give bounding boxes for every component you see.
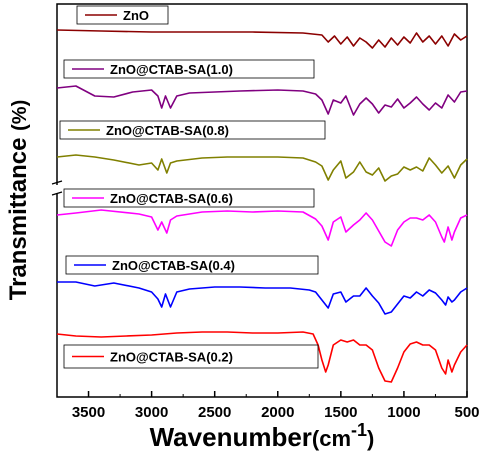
series-0: ZnO — [56, 5, 468, 49]
legend-text: ZnO@CTAB-SA(0.2) — [110, 350, 233, 365]
y-axis-title-unit: (%) — [9, 100, 31, 131]
x-axis-ticks: 3500 3000 2500 2000 1500 1000 500 — [56, 391, 480, 421]
legend-box — [65, 255, 319, 275]
series-5: ZnO@CTAB-SA(0.2) — [56, 331, 468, 383]
x-tick-label: 3500 — [72, 404, 105, 421]
series-legend-label: ZnO@CTAB-SA(0.8) — [59, 120, 326, 140]
series-legend-label: ZnO@CTAB-SA(0.2) — [63, 344, 319, 369]
x-axis-title-main: Wavenumber — [150, 422, 312, 452]
legend-text: ZnO@CTAB-SA(0.4) — [112, 258, 235, 273]
series-legend-label: ZnO@CTAB-SA(0.4) — [65, 255, 319, 275]
x-tick-label: 3000 — [135, 404, 168, 421]
y-axis-title: Transmittance (%) — [5, 100, 32, 301]
x-tick-label: 1000 — [387, 404, 420, 421]
series-line — [56, 209, 468, 247]
y-axis-break-gap — [54, 185, 60, 193]
legend-box — [63, 59, 315, 79]
series-line — [56, 154, 468, 182]
y-axis-title-main: Transmittance — [5, 131, 32, 300]
x-axis-title-unit-sup: -1 — [351, 420, 367, 440]
legend-text: ZnO@CTAB-SA(1.0) — [110, 62, 233, 77]
x-tick-label: 500 — [454, 404, 479, 421]
y-axis-break-mark — [51, 191, 63, 196]
series-line — [57, 281, 468, 315]
series-legend-label: ZnO@CTAB-SA(0.6) — [63, 188, 315, 208]
x-axis-title-unit: (cm — [312, 426, 351, 451]
x-tick-label: 1500 — [324, 404, 357, 421]
series-3: ZnO@CTAB-SA(0.6) — [56, 188, 468, 247]
series-line — [56, 85, 468, 116]
series-legend-label: ZnO@CTAB-SA(1.0) — [63, 59, 315, 79]
y-axis-break — [51, 180, 63, 196]
series-4: ZnO@CTAB-SA(0.4) — [57, 255, 468, 315]
series-line — [56, 331, 468, 383]
legend-text: ZnO@CTAB-SA(0.6) — [110, 191, 233, 206]
x-tick-label: 2000 — [261, 404, 294, 421]
series-1: ZnO@CTAB-SA(1.0) — [56, 59, 468, 116]
legend-text: ZnO@CTAB-SA(0.8) — [106, 123, 229, 138]
y-axis-break-mark — [51, 180, 63, 185]
series-legend-label: ZnO — [76, 5, 169, 25]
plot-frame — [56, 3, 468, 398]
series-2: ZnO@CTAB-SA(0.8) — [56, 120, 468, 182]
x-axis-title-unit-close: ) — [367, 426, 374, 451]
x-tick-label: 2500 — [198, 404, 231, 421]
legend-box — [76, 5, 169, 25]
legend-box — [63, 344, 319, 369]
x-axis-title: Wavenumber(cm-1) — [150, 420, 375, 452]
legend-box — [63, 188, 315, 208]
legend-text: ZnO — [123, 8, 149, 23]
series-line — [56, 29, 468, 49]
legend-box — [59, 120, 326, 140]
